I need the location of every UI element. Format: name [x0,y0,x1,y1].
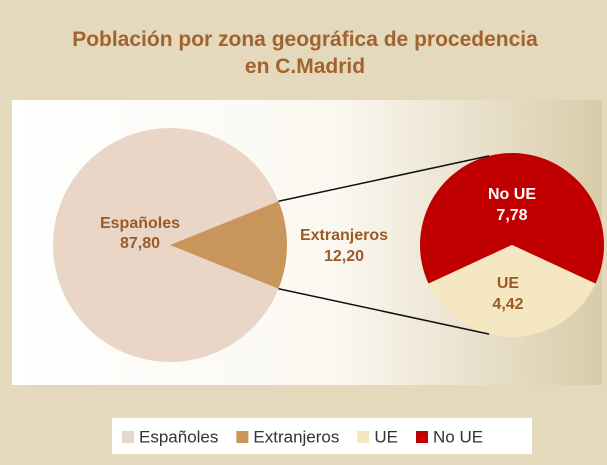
connector-line [278,155,490,202]
connector-line [278,288,490,335]
pie-slice [420,153,604,284]
legend-swatch [416,431,428,443]
legend-box [112,418,532,454]
legend-label: Extranjeros [253,427,339,446]
data-label: UE [497,275,520,292]
legend-label: Españoles [139,427,218,446]
pie-slice [428,245,596,338]
legend-label: UE [374,427,398,446]
data-label: 4,42 [492,296,523,313]
data-label: 7,78 [496,207,527,224]
data-label: No UE [488,186,536,203]
legend-swatch [122,431,134,443]
legend-swatch [357,431,370,443]
pie-slice [170,201,287,289]
data-label: 12,20 [324,248,364,265]
data-label: 87,80 [120,235,160,252]
legend-swatch [236,431,249,443]
data-label: Españoles [100,215,180,232]
pie-slice [52,128,279,362]
legend-label: No UE [433,427,483,446]
data-label: Extranjeros [300,227,388,244]
chart-title: Población por zona geográfica de procede… [72,28,538,78]
